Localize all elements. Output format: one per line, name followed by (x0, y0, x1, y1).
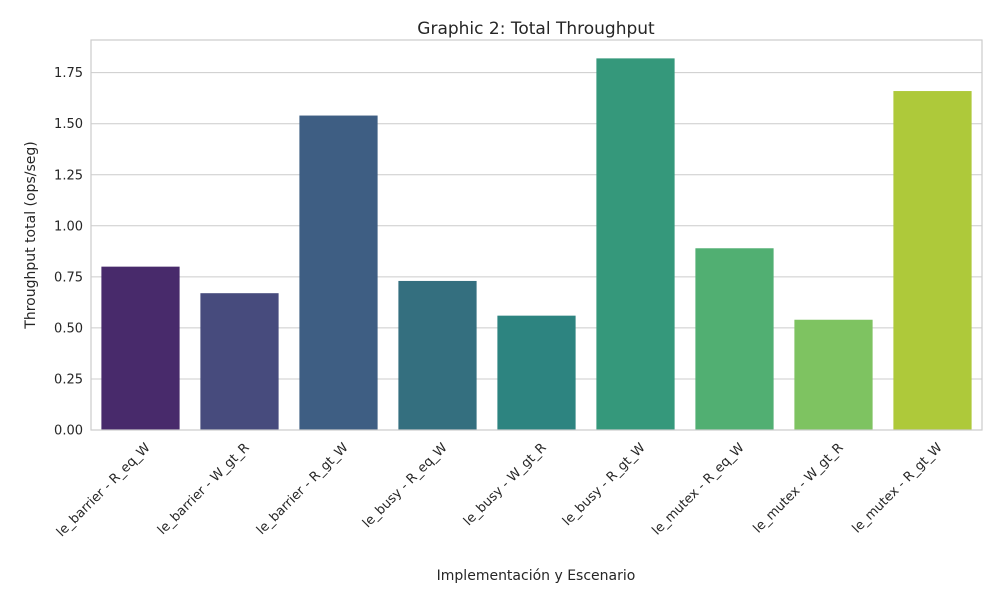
bar (200, 293, 279, 430)
x-tick-label: le_mutex - W_gt_R (751, 440, 847, 536)
x-axis-label: Implementación y Escenario (437, 568, 636, 584)
y-tick-labels: 0.00 0.25 0.50 0.75 1.00 1.25 1.50 1.75 (54, 66, 83, 438)
bar (794, 319, 873, 430)
x-tick-label: le_busy - R_gt_W (560, 440, 649, 529)
y-tick-label: 0.75 (54, 270, 83, 285)
y-tick-label: 0.50 (54, 321, 83, 336)
x-tick-label: le_mutex - R_eq_W (649, 440, 747, 538)
bar (893, 91, 972, 430)
x-tick-label: le_barrier - R_eq_W (54, 440, 154, 540)
y-tick-label: 0.25 (54, 372, 83, 387)
bar (695, 248, 774, 430)
y-tick-label: 1.75 (54, 66, 83, 81)
x-tick-label: le_barrier - W_gt_R (155, 440, 253, 538)
bar (299, 115, 378, 430)
x-tick-label: le_barrier - R_gt_W (254, 440, 352, 538)
y-tick-label: 1.50 (54, 117, 83, 132)
y-tick-label: 0.00 (54, 424, 83, 439)
bars (101, 58, 972, 431)
x-tick-label: le_mutex - R_gt_W (850, 440, 946, 536)
plot-frame (90, 39, 983, 431)
y-tick-label: 1.25 (54, 168, 83, 183)
chart-title: Graphic 2: Total Throughput (417, 19, 655, 39)
y-tick-label: 1.00 (54, 219, 83, 234)
x-tick-label: le_busy - R_eq_W (360, 440, 451, 531)
bar (497, 315, 576, 430)
y-axis-label: Throughput total (ops/seg) (23, 141, 39, 329)
bar (596, 58, 675, 431)
x-tick-labels: le_barrier - R_eq_W le_barrier - W_gt_R le… (54, 440, 946, 540)
bar (101, 266, 180, 430)
bar (398, 280, 477, 430)
x-tick-label: le_busy - W_gt_R (461, 440, 550, 529)
